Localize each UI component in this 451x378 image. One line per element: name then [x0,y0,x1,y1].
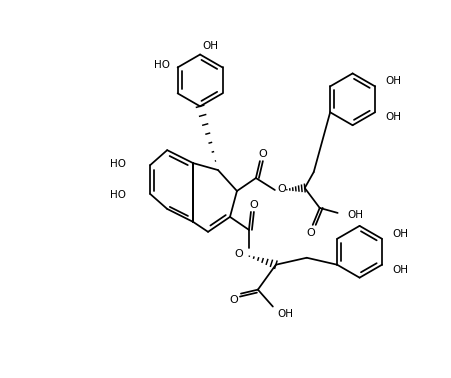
Text: OH: OH [202,40,217,51]
Text: OH: OH [384,112,400,122]
Text: HO: HO [153,60,169,70]
Text: O: O [249,200,258,210]
Text: HO: HO [110,190,126,200]
Text: O: O [277,184,285,194]
Text: OH: OH [277,308,293,319]
Text: OH: OH [391,229,407,239]
Text: OH: OH [384,76,400,87]
Text: O: O [306,228,314,238]
Text: OH: OH [347,210,363,220]
Text: O: O [258,149,267,159]
Text: O: O [234,249,243,259]
Text: OH: OH [391,265,407,275]
Text: HO: HO [110,159,126,169]
Text: O: O [229,294,238,305]
